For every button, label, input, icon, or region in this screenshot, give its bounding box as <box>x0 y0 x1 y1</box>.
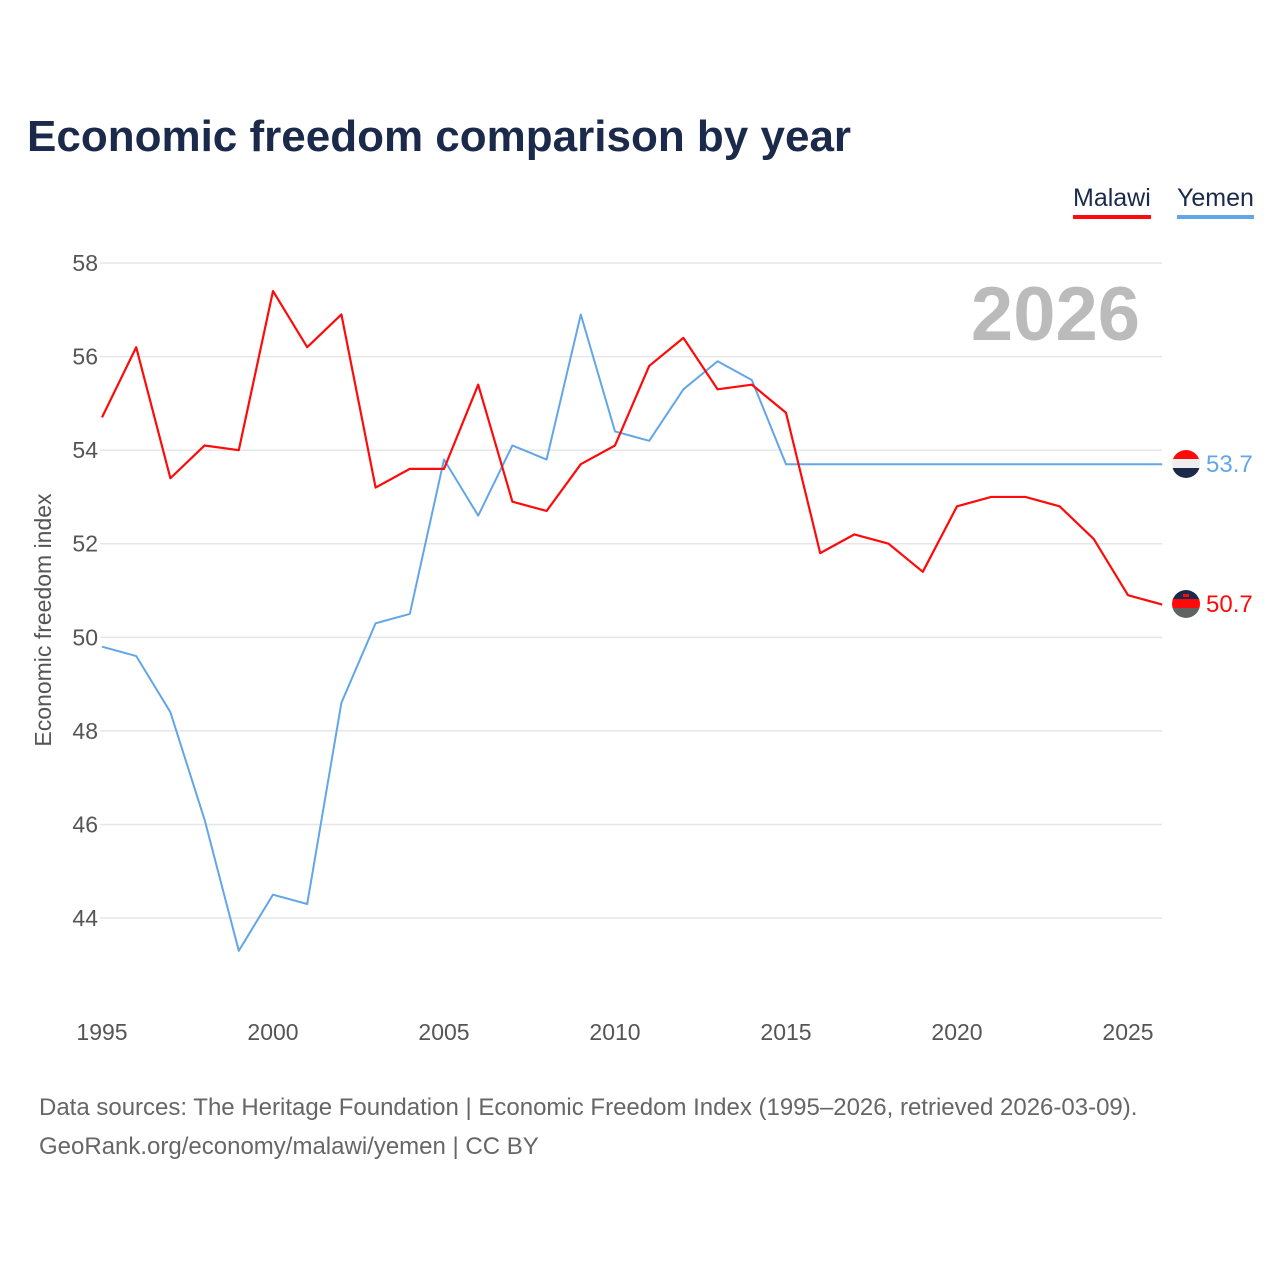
y-tick-label: 58 <box>72 250 98 276</box>
legend-item-yemen[interactable]: Yemen <box>1177 184 1254 219</box>
x-tick-label: 2015 <box>760 1019 811 1045</box>
y-tick-label: 50 <box>72 624 98 650</box>
x-tick-label: 2005 <box>418 1019 469 1045</box>
x-tick-label: 2010 <box>589 1019 640 1045</box>
series-line-yemen <box>101 313 1163 952</box>
source-line-2[interactable]: GeoRank.org/economy/malawi/yemen | CC BY <box>39 1133 539 1160</box>
chart-title: Economic freedom comparison by year <box>27 112 852 161</box>
series-line-malawi <box>101 289 1163 606</box>
source-note: Data sources: The Heritage Foundation | … <box>39 1088 1137 1166</box>
y-tick-label: 44 <box>72 905 98 931</box>
malawi-end-label: 50.7 <box>1206 591 1253 618</box>
yemen-flag-icon <box>1172 450 1200 478</box>
x-tick-label: 2025 <box>1102 1019 1153 1045</box>
source-line-1: Data sources: The Heritage Foundation | … <box>39 1094 1138 1121</box>
yemen-end-label: 53.7 <box>1206 451 1253 478</box>
y-tick-label: 46 <box>72 811 98 837</box>
y-axis-label: Economic freedom index <box>30 493 56 747</box>
malawi-flag-icon <box>1172 590 1200 618</box>
year-watermark: 2026 <box>971 272 1140 357</box>
x-tick-label: 2000 <box>247 1019 298 1045</box>
legend-item-malawi[interactable]: Malawi <box>1073 184 1151 219</box>
x-tick-label: 1995 <box>76 1019 127 1045</box>
y-tick-label: 56 <box>72 344 98 370</box>
y-tick-label: 48 <box>72 718 98 744</box>
x-tick-label: 2020 <box>931 1019 982 1045</box>
y-tick-label: 54 <box>72 437 98 463</box>
y-tick-label: 52 <box>72 531 98 557</box>
